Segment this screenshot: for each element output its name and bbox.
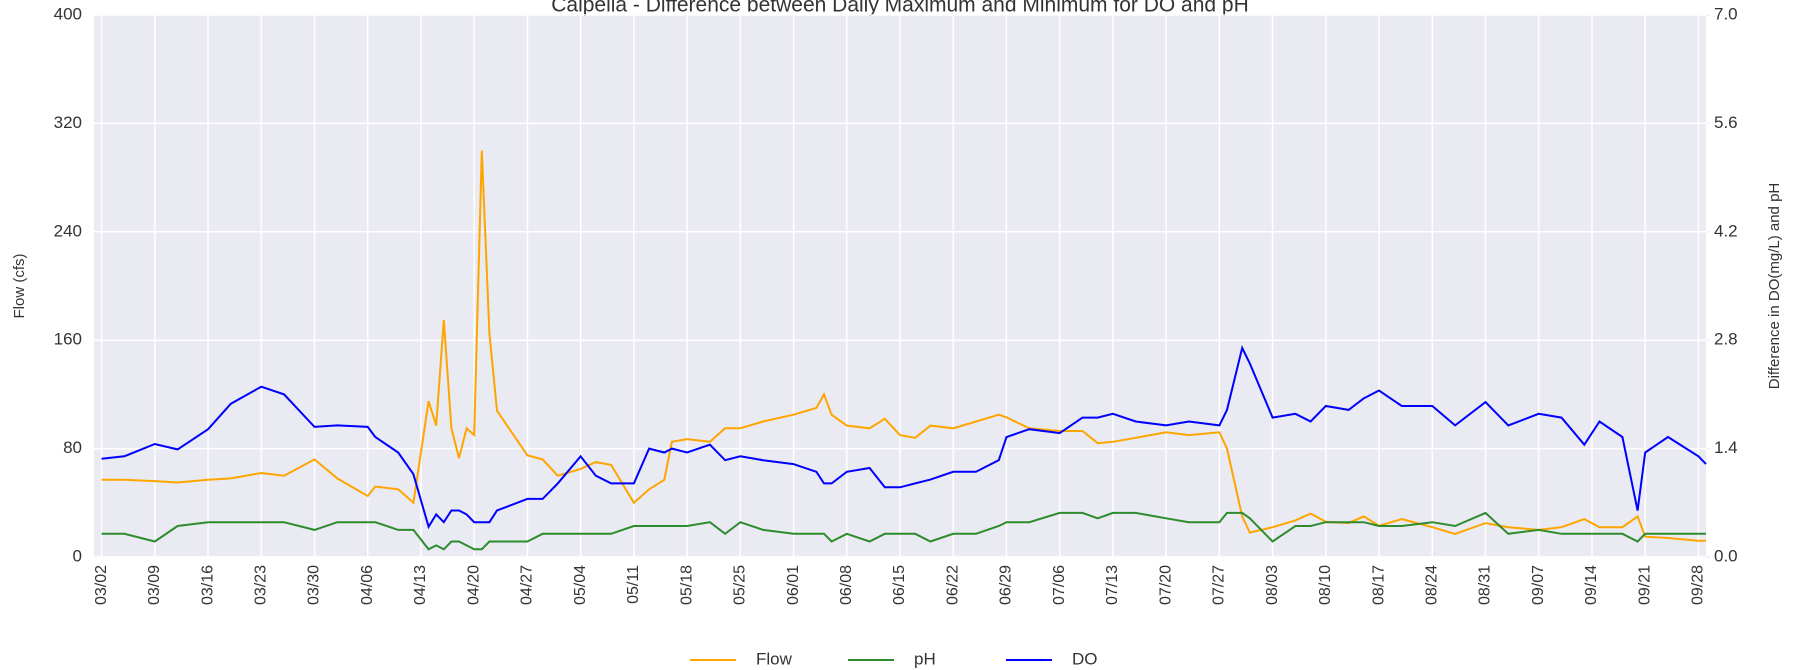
x-tick-label: 07/20	[1157, 565, 1174, 605]
x-tick-label: 06/29	[998, 565, 1015, 605]
y-tick-label: 400	[54, 4, 82, 23]
x-tick-label: 03/16	[199, 565, 216, 605]
x-tick-label: 04/20	[465, 565, 482, 605]
legend-label: DO	[1072, 649, 1098, 668]
x-tick-label: 03/02	[93, 565, 110, 605]
x-tick-label: 08/24	[1423, 565, 1440, 605]
x-tick-label: 08/10	[1317, 565, 1334, 605]
x-tick-label: 06/22	[944, 565, 961, 605]
x-tick-label: 07/13	[1104, 565, 1121, 605]
x-tick-label: 03/30	[306, 565, 323, 605]
x-tick-label: 08/17	[1370, 565, 1387, 605]
x-tick-label: 06/01	[785, 565, 802, 605]
x-tick-label: 05/25	[732, 565, 749, 605]
x-tick-label: 07/06	[1051, 565, 1068, 605]
series-line	[101, 150, 1706, 542]
y-tick-label: 160	[54, 330, 82, 349]
legend-label: Flow	[756, 649, 793, 668]
y-tick-label: 0	[73, 546, 82, 565]
y2-tick-label: 1.4	[1714, 438, 1738, 457]
x-tick-label: 08/31	[1477, 565, 1494, 605]
x-tick-label: 09/28	[1690, 565, 1707, 605]
x-tick-label: 09/21	[1636, 565, 1653, 605]
legend-label: pH	[914, 649, 936, 668]
x-tick-label: 09/07	[1530, 565, 1547, 605]
x-tick-label: 04/27	[519, 565, 536, 605]
x-tick-label: 06/15	[891, 565, 908, 605]
x-tick-label: 09/14	[1583, 565, 1600, 605]
y2-tick-label: 2.8	[1714, 330, 1738, 349]
y-tick-label: 320	[54, 113, 82, 132]
chart-title: Calpella - Difference between Daily Maxi…	[551, 0, 1249, 17]
y-axis-label: Flow (cfs)	[11, 254, 28, 319]
y2-tick-label: 4.2	[1714, 221, 1738, 240]
x-tick-label: 05/18	[678, 565, 695, 605]
x-tick-label: 08/03	[1264, 565, 1281, 605]
x-tick-label: 05/04	[572, 565, 589, 605]
x-tick-label: 06/08	[838, 565, 855, 605]
x-tick-label: 03/23	[253, 565, 270, 605]
series-line	[101, 511, 1706, 551]
y-tick-label: 240	[54, 221, 82, 240]
x-tick-label: 07/27	[1211, 565, 1228, 605]
y-tick-label: 80	[63, 438, 82, 457]
x-tick-label: 05/11	[625, 565, 642, 604]
y2-tick-label: 0.0	[1714, 546, 1738, 565]
x-tick-label: 04/06	[359, 565, 376, 605]
x-tick-label: 03/09	[146, 565, 163, 605]
x-tick-label: 04/13	[412, 565, 429, 605]
y2-tick-label: 7.0	[1714, 4, 1738, 23]
series-line	[101, 344, 1707, 530]
y2-axis-label: Difference in DO(mg/L) and pH	[1766, 183, 1783, 389]
y2-tick-label: 5.6	[1714, 113, 1738, 132]
